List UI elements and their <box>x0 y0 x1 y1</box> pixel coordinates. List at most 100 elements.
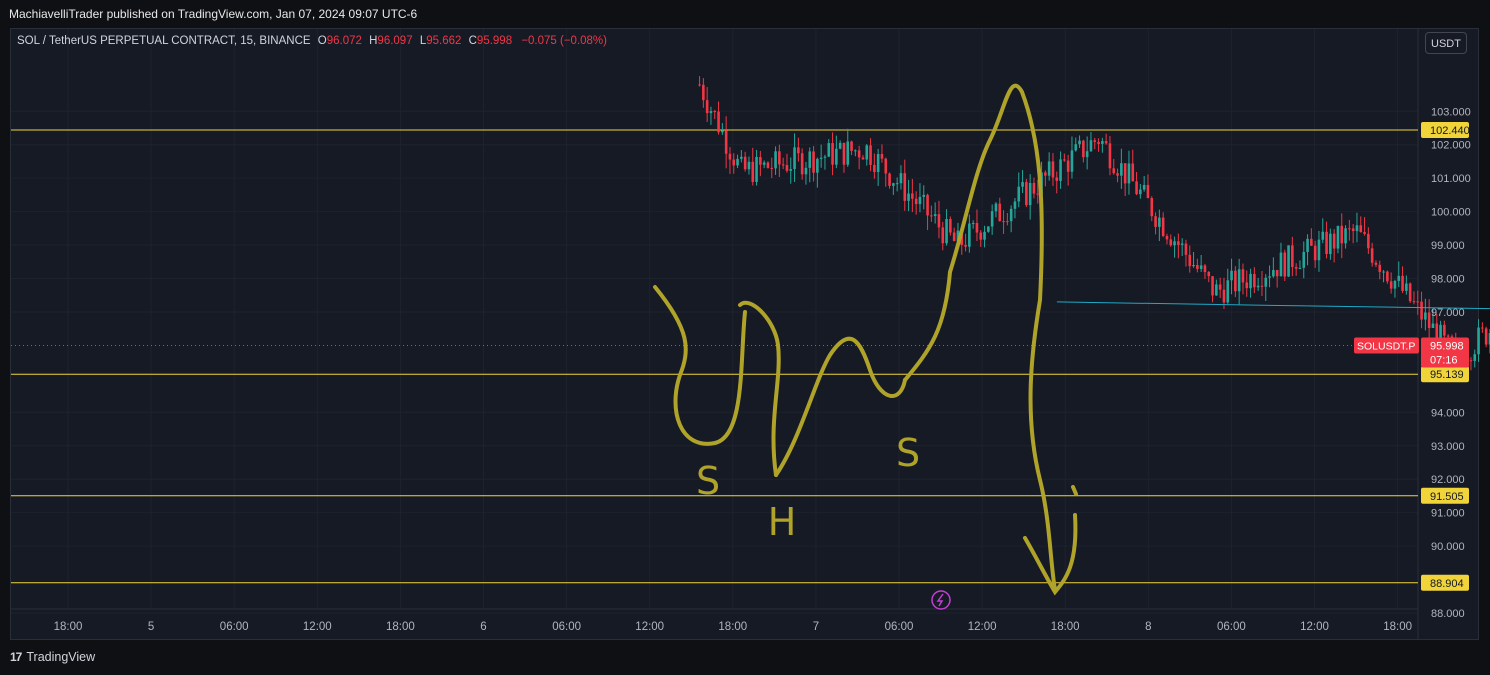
candle-body <box>1329 233 1332 255</box>
candle-body <box>1291 245 1294 268</box>
candle-body <box>698 84 701 86</box>
candle-body <box>979 232 983 240</box>
candle-body <box>892 183 895 186</box>
level-tag <box>1421 487 1469 504</box>
candle-body <box>842 142 846 165</box>
symbol-legend[interactable]: SOL / TetherUS PERPETUAL CONTRACT, 15, B… <box>17 35 607 47</box>
candle-body <box>857 150 861 158</box>
candle-body <box>1142 184 1146 190</box>
currency-button[interactable]: USDT <box>1425 32 1467 54</box>
price-tick: 90.000 <box>1431 541 1465 553</box>
candle-body <box>747 161 751 170</box>
candle-body <box>956 230 960 242</box>
high-label: H <box>369 35 378 47</box>
price-tick: 91.000 <box>1431 508 1465 520</box>
open-value: 96.072 <box>326 35 362 47</box>
time-tick: 18:00 <box>386 621 415 633</box>
candle-body <box>1443 324 1446 336</box>
candle-body <box>789 169 793 171</box>
time-tick: 06:00 <box>552 621 581 633</box>
candle-body <box>755 156 758 182</box>
candle-body <box>1420 301 1423 320</box>
candle-body <box>728 153 732 160</box>
price-tick: 98.000 <box>1431 274 1465 286</box>
symbol-title: SOL / TetherUS PERPETUAL CONTRACT, 15, B… <box>17 35 311 47</box>
candle-body <box>778 151 781 165</box>
candle-body <box>1009 208 1013 222</box>
candle-body <box>1287 245 1290 277</box>
candle-body <box>1093 140 1097 142</box>
lightning-icon-bolt <box>936 593 944 607</box>
candle-body <box>1218 284 1222 290</box>
last-price-label: 95.998 <box>1430 340 1464 352</box>
candle-body <box>1416 301 1420 303</box>
level-tag-label: 102.440 <box>1430 125 1470 137</box>
candle-body <box>990 211 994 227</box>
candle-body <box>1070 150 1074 172</box>
price-tick: 92.000 <box>1431 474 1465 486</box>
candle-body <box>1249 273 1252 289</box>
time-tick: 5 <box>148 621 154 633</box>
candle-body <box>781 164 785 166</box>
candle-body <box>926 194 929 216</box>
candle-body <box>1230 270 1233 281</box>
candle-body <box>998 203 1002 222</box>
time-tick: 06:00 <box>220 621 249 633</box>
candle-body <box>865 145 869 160</box>
candle-body <box>1241 269 1245 283</box>
candle-body <box>964 244 967 247</box>
candle-body <box>941 227 945 244</box>
time-axis: 18:00 5 06:00 12:00 18:00 6 06:00 12:00 18:00 7 06… <box>54 621 1412 633</box>
candle-body <box>1211 276 1214 296</box>
candle-body <box>1017 186 1021 202</box>
time-tick: 8 <box>1145 621 1151 633</box>
candle-body <box>1021 182 1024 187</box>
candle-body <box>895 183 899 185</box>
candle-body <box>1382 271 1385 273</box>
countdown-label: 07:16 <box>1430 354 1458 366</box>
candle-body <box>1032 183 1036 194</box>
time-tick: 12:00 <box>968 621 997 633</box>
candles <box>698 76 1490 375</box>
candle-body <box>846 141 850 165</box>
candle-body <box>1184 243 1188 255</box>
candle-body <box>1302 252 1306 268</box>
candle-body <box>774 151 777 169</box>
grid <box>11 29 1419 639</box>
candle-body <box>1389 281 1393 289</box>
candle-body <box>835 148 838 165</box>
level-tag-label: 91.505 <box>1430 491 1464 503</box>
drawings: S H S <box>653 83 1490 610</box>
level-tag <box>1421 366 1469 383</box>
candle-body <box>933 214 937 217</box>
close-label: C <box>468 35 477 47</box>
candle-body <box>1154 216 1157 227</box>
price-tick: 102.000 <box>1431 140 1471 152</box>
drawing-stroke <box>1023 513 1078 596</box>
candle-body <box>861 157 865 160</box>
candle-body <box>1089 140 1093 152</box>
time-tick: 06:00 <box>885 621 914 633</box>
candle-body <box>1036 193 1040 195</box>
candle-body <box>808 151 812 168</box>
candle-body <box>1078 140 1081 145</box>
low-value: 95.662 <box>426 35 462 47</box>
candle-body <box>743 156 747 170</box>
brand-name: TradingView <box>26 650 96 664</box>
time-tick: 12:00 <box>303 621 332 633</box>
candle-body <box>1294 267 1298 269</box>
candle-body <box>709 111 713 114</box>
price-tick: 103.000 <box>1431 106 1471 118</box>
drawing-stroke <box>653 285 747 446</box>
footer-branding[interactable]: 17 TradingView <box>10 650 95 664</box>
trend-line <box>1056 301 1307 307</box>
pattern-label: S <box>696 459 720 503</box>
candle-body <box>1488 333 1490 345</box>
candle-body <box>1063 159 1066 161</box>
candle-body <box>1120 163 1123 176</box>
time-tick: 12:00 <box>1300 621 1329 633</box>
drawing-stroke <box>738 300 781 477</box>
candle-body <box>1484 328 1488 345</box>
price-scale: 103.000 102.000 101.000 100.000 99.000 98.000… <box>1354 106 1471 620</box>
